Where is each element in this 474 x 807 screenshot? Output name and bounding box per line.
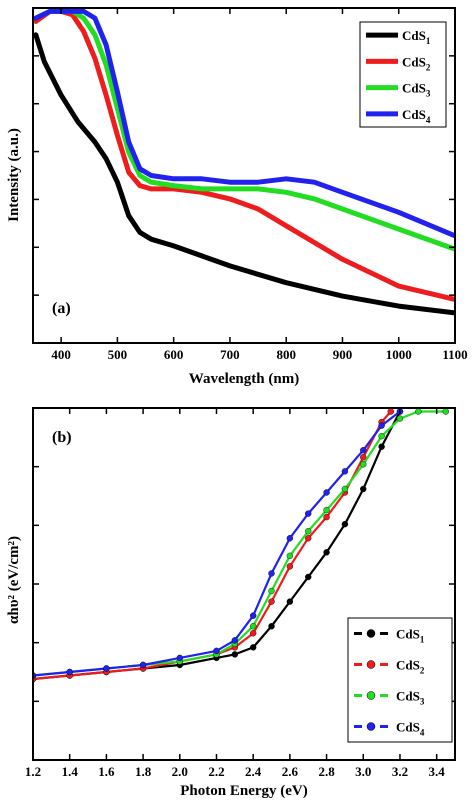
- chart-b-series-1-point-12: [341, 520, 349, 528]
- chart-a-x-tick-label-2: 600: [164, 347, 184, 362]
- chart-a-series-4-line: [33, 8, 455, 239]
- chart-b-series-3-point-11: [323, 506, 330, 514]
- chart-b-series-1-point-14: [378, 443, 385, 450]
- chart-a-x-axis-title: Wavelength (nm): [189, 371, 299, 387]
- chart-b-series-3-point-13: [360, 461, 367, 468]
- chart-b-x-tick-label-5: 2.2: [208, 764, 224, 779]
- chart-b-legend-marker-3: [366, 691, 376, 700]
- chart-b-series-1-point-13: [360, 485, 367, 493]
- chart-b-series-2-point-8: [268, 598, 275, 605]
- chart-b-series-2-point-13: [360, 454, 367, 461]
- panel-a: 400 500 600 700 800 900 1000 1100 Wavelength (nm…: [6, 7, 468, 387]
- chart-b-plot-area: [33, 408, 450, 683]
- chart-b-series-4-point-9: [286, 535, 294, 542]
- chart-b-legend-marker-4: [366, 722, 376, 731]
- chart-b-series-4-point-6: [231, 637, 239, 644]
- chart-a-legend-label-2: CdS2: [402, 54, 431, 72]
- chart-b-series-4-point-3: [139, 661, 147, 669]
- chart-b-series-3-point-9: [286, 552, 294, 560]
- chart-b-series-4-point-4: [176, 654, 183, 662]
- chart-b-x-tick-label-0: 1.2: [25, 764, 41, 779]
- chart-b-series-2-point-11: [323, 513, 330, 521]
- chart-a-legend-label-3: CdS3: [402, 81, 431, 99]
- chart-b-legend-label-2: CdS2: [396, 658, 425, 676]
- chart-b-x-tick-label-4: 2.0: [172, 764, 188, 779]
- chart-b-series-3-point-16: [415, 408, 422, 415]
- chart-b-series-3-point-7: [249, 623, 257, 630]
- chart-b-legend-label-3: CdS3: [396, 689, 425, 707]
- chart-b-series-2-trend: [33, 410, 392, 681]
- chart-b-x-tick-label-9: 3.0: [355, 764, 371, 779]
- chart-b-series-2-point-15: [387, 408, 394, 415]
- chart-b-series-2-point-9: [286, 563, 294, 570]
- chart-b-legend-label-1: CdS1: [396, 627, 425, 645]
- chart-b-series-3-point-14: [378, 432, 385, 440]
- chart-b-series-2-point-7: [249, 630, 257, 637]
- chart-b-legend: CdS1 CdS2 CdS3 CdS4: [347, 617, 453, 743]
- chart-b-series-4-point-2: [103, 665, 110, 672]
- chart-b-x-tick-label-6: 2.4: [245, 764, 262, 779]
- chart-b-x-tick-label-7: 2.6: [282, 764, 299, 779]
- chart-a-legend-label-4: CdS4: [402, 107, 431, 125]
- chart-a-legend-label-1: CdS1: [402, 28, 431, 46]
- chart-a-frame: [32, 7, 456, 344]
- chart-a-x-tick-label-3: 700: [220, 347, 240, 362]
- chart-a-plot-area: [33, 8, 455, 316]
- panel-b: 1.2 1.4 1.6 1.8 2.0 2.2 2.4 2.6 2.8 3.0 3.2 3.4 Phot…: [6, 407, 456, 799]
- chart-b-series-1-point-8: [268, 623, 275, 630]
- chart-b-series-1-point-6: [231, 651, 239, 658]
- chart-a-y-axis-title: Intensity (a.u.): [6, 128, 22, 222]
- chart-b-x-tick-label-11: 3.4: [429, 764, 446, 779]
- chart-b-x-tick-label-8: 2.8: [318, 764, 335, 779]
- chart-b-series-3-point-8: [268, 587, 275, 595]
- chart-a-x-tick-label-6: 1000: [386, 347, 412, 362]
- chart-b-series-4-point-14: [378, 422, 385, 429]
- chart-b-y-axis-title: αhυ² (eV/cm²): [6, 536, 22, 624]
- chart-a-x-tick-label-7: 1100: [442, 347, 467, 362]
- chart-a-x-tick-label-0: 400: [51, 347, 71, 362]
- chart-b-series-1-point-10: [305, 573, 312, 581]
- chart-b-legend-marker-2: [366, 660, 376, 669]
- chart-b-series-4-point-1: [66, 668, 73, 676]
- chart-b-series-4-trend: [33, 410, 401, 677]
- chart-b-series-3-point-15: [396, 415, 404, 422]
- chart-a-x-tick-label-4: 800: [276, 347, 296, 362]
- chart-b-series-4-point-13: [360, 447, 367, 454]
- chart-b-x-tick-label-1: 1.4: [62, 764, 79, 779]
- chart-a-x-tick-label-1: 500: [108, 347, 128, 362]
- chart-b-series-1-point-11: [323, 549, 330, 556]
- chart-b-series-4-point-10: [305, 510, 312, 517]
- chart-b-series-4-point-7: [249, 612, 257, 619]
- chart-b-panel-label: (b): [52, 429, 72, 446]
- chart-a-panel-label: (a): [52, 300, 71, 317]
- chart-b-x-tick-label-3: 1.8: [135, 764, 152, 779]
- chart-b-series-1-trend: [33, 410, 401, 681]
- chart-a-series-2-line: [33, 8, 455, 302]
- chart-b-legend-box: [347, 617, 453, 743]
- chart-b-series-4-point-5: [213, 647, 220, 655]
- chart-b-x-tick-label-2: 1.6: [98, 764, 115, 779]
- chart-b-legend-label-4: CdS4: [396, 720, 425, 738]
- chart-b-x-tick-label-10: 3.2: [392, 764, 408, 779]
- chart-b-series-2-point-10: [305, 535, 312, 542]
- chart-b-series-3-point-12: [341, 485, 349, 493]
- chart-a-legend: CdS1 CdS2 CdS3 CdS4: [359, 21, 447, 128]
- chart-b-series-1-point-9: [286, 598, 294, 605]
- chart-b-series-3-point-10: [305, 528, 312, 535]
- chart-b-series-4-point-8: [268, 570, 275, 577]
- chart-b-legend-marker-1: [366, 629, 376, 638]
- chart-b-series-4-point-11: [323, 489, 330, 496]
- chart-a-x-tick-label-5: 900: [333, 347, 353, 362]
- chart-a-series-1-line: [33, 32, 455, 316]
- chart-a-legend-box: [359, 21, 447, 128]
- chart-b-series-1-point-7: [249, 644, 257, 651]
- chart-b-series-4-point-12: [341, 468, 349, 475]
- chart-b-series-3-point-17: [442, 408, 450, 415]
- chart-b-x-axis-title: Photon Energy (eV): [180, 783, 308, 799]
